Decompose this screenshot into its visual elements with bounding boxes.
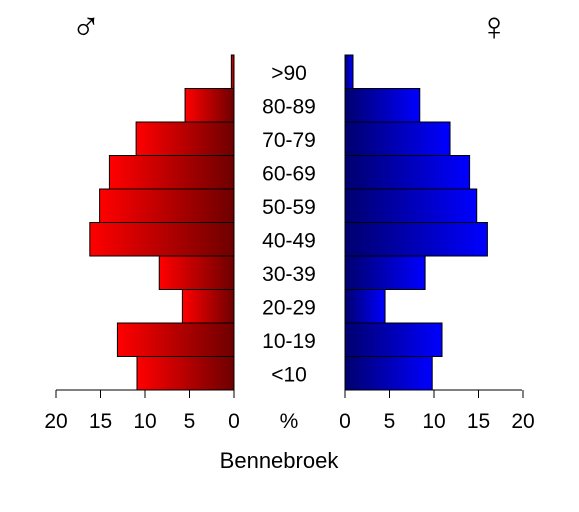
male-tick-label: 10 (133, 410, 156, 433)
age-group-label: 70-79 (262, 129, 316, 152)
female-bar (344, 356, 433, 391)
male-bar (108, 155, 235, 190)
age-group-label: 50-59 (262, 196, 316, 219)
age-group-label: 60-69 (262, 162, 316, 185)
age-group-label: 80-89 (262, 95, 316, 118)
age-group-labels: <10 10-19 20-29 30-39 40-49 50-59 60-69 70-79 80… (262, 62, 316, 387)
age-group-label: <10 (271, 363, 307, 386)
chart-title: Bennebroek (220, 448, 340, 473)
female-bar (344, 289, 386, 324)
male-bar (136, 356, 235, 391)
age-group-label: 20-29 (262, 296, 316, 319)
female-tick-label: 0 (339, 410, 351, 433)
male-tick-label: 15 (89, 410, 112, 433)
female-bar (344, 322, 443, 357)
female-bar (344, 255, 426, 290)
female-bar (344, 121, 451, 156)
male-bar (158, 255, 235, 290)
age-group-label: 30-39 (262, 263, 316, 286)
female-tick-label: 15 (467, 410, 490, 433)
age-group-label: >90 (271, 62, 307, 85)
female-bar (344, 88, 421, 123)
female-tick-label: 10 (422, 410, 445, 433)
male-bar (135, 121, 235, 156)
male-symbol: ♂ (71, 5, 101, 49)
male-bars (89, 54, 235, 391)
male-bar (181, 289, 235, 324)
male-bar (99, 188, 235, 223)
male-bar (89, 222, 235, 257)
age-group-label: 10-19 (262, 330, 316, 353)
female-bar (344, 188, 478, 223)
female-bar (344, 155, 471, 190)
male-tick-label: 20 (44, 410, 67, 433)
axes: 20 15 10 5 0 0 5 10 15 20 (44, 389, 535, 433)
axis-unit-label: % (280, 410, 299, 433)
male-tick-label: 5 (184, 410, 196, 433)
female-symbol: ♀ (479, 5, 509, 49)
male-bar (230, 54, 235, 89)
female-tick-label: 20 (511, 410, 534, 433)
male-tick-label: 0 (228, 410, 240, 433)
female-bar (344, 222, 488, 257)
female-bars (344, 54, 488, 391)
age-group-label: 40-49 (262, 229, 316, 252)
female-tick-label: 5 (384, 410, 396, 433)
female-bar (344, 54, 354, 89)
male-bar (184, 88, 235, 123)
male-bar (116, 322, 235, 357)
